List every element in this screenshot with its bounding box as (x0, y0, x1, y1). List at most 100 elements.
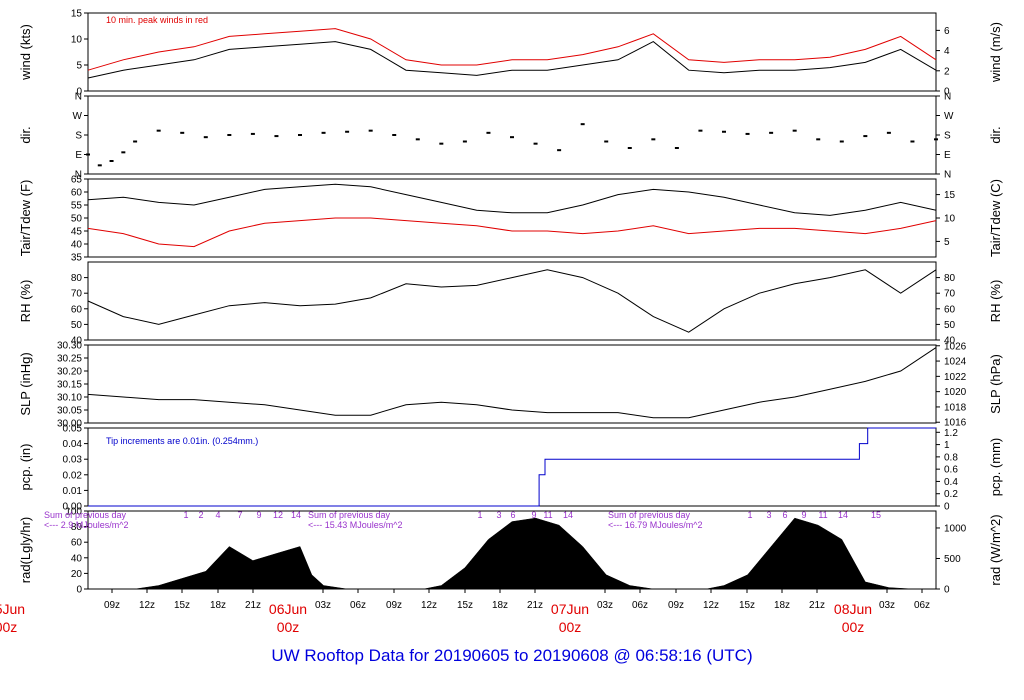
dir-point (839, 140, 844, 143)
wind-ylabel: wind (kts) (18, 24, 33, 81)
dir-ylabel-right: dir. (988, 126, 1003, 143)
dir-point (321, 131, 326, 134)
slp-ylabel-right: SLP (hPa) (988, 354, 1003, 414)
wind-left-tick-label: 10 (71, 35, 83, 46)
rh-right-tick-label: 70 (944, 289, 956, 300)
rh-left-tick-label: 40 (71, 336, 83, 347)
dir-left-tick-label: S (75, 131, 82, 142)
dir-point (910, 140, 915, 143)
wind-left-tick-label: 15 (71, 9, 83, 20)
rad-left-tick-label: 0 (76, 585, 82, 596)
time-tick-label: 12z (703, 600, 719, 611)
rad-hour-mark: 14 (291, 510, 301, 520)
dir-point (557, 149, 562, 152)
rad-ylabel-right: rad (W/m^2) (988, 514, 1003, 585)
wind-left-tick-label: 5 (76, 61, 82, 72)
dir-point (415, 138, 420, 141)
dir-point (345, 130, 350, 133)
day-hour-label: 00z (277, 619, 300, 635)
slp-left-tick-label: 30.25 (57, 354, 82, 365)
rad-hour-mark: 6 (510, 510, 515, 520)
slp-series-0 (87, 347, 937, 419)
dir-point (227, 134, 232, 136)
temp-left-tick-label: 40 (71, 240, 83, 251)
dir-left-tick-label: N (75, 170, 82, 181)
dir-point (109, 160, 114, 162)
time-tick-label: 15z (457, 600, 473, 611)
dir-point (627, 147, 632, 149)
day-hour-label: 00z (842, 619, 865, 635)
day-label: 08Jun (834, 601, 872, 617)
time-tick-label: 21z (527, 600, 543, 611)
rad-left-tick-label: 100 (65, 507, 82, 518)
rad-left-tick-label: 80 (71, 522, 83, 533)
temp-right-tick-label: 15 (944, 190, 956, 201)
temp-ylabel-right: Tair/Tdew (C) (988, 179, 1003, 257)
time-tick-label: 03z (879, 600, 895, 611)
day-label: 06Jun (269, 601, 307, 617)
wind-left-tick-label: 0 (76, 87, 82, 98)
slp-right-tick-label: 1026 (944, 341, 967, 352)
pcp-right-tick-label: 0.8 (944, 452, 958, 463)
wind-right-tick-label: 6 (944, 26, 950, 37)
slp-left-tick-label: 30.15 (57, 380, 82, 391)
dir-point (133, 140, 138, 143)
time-tick-label: 09z (668, 600, 684, 611)
rad-area (88, 517, 936, 590)
dir-point (863, 135, 868, 138)
time-tick-label: 03z (315, 600, 331, 611)
rad-left-tick-label: 60 (71, 538, 83, 549)
pcp-left-tick-label: 0.02 (63, 470, 83, 481)
day-label: 05Jun (0, 601, 25, 617)
slp-left-tick-label: 30.00 (57, 419, 82, 430)
dir-point (816, 138, 821, 141)
rh-left-tick-label: 60 (71, 304, 83, 315)
dir-right-tick-label: W (944, 111, 954, 122)
rad-hour-mark: 3 (766, 510, 771, 520)
rad-hour-mark: 6 (782, 510, 787, 520)
dir-point (580, 123, 585, 126)
dir-point (745, 132, 750, 135)
dir-right-tick-label: S (944, 131, 951, 142)
dir-point (792, 129, 797, 132)
temp-series-1 (87, 217, 937, 248)
wind-right-tick-label: 2 (944, 66, 950, 77)
dir-point (533, 142, 538, 145)
temp-right-tick-label: 5 (944, 237, 950, 248)
temp-series-0 (87, 183, 937, 216)
rad-ylabel: rad(Lgly/hr) (18, 517, 33, 583)
dir-point (934, 138, 938, 141)
rad-left-tick-label: 40 (71, 553, 83, 564)
temp-left-tick-label: 55 (71, 201, 83, 212)
footer-title-holder: UW Rooftop Data for 20190605 to 20190608… (0, 646, 1024, 666)
time-tick-label: 12z (139, 600, 155, 611)
dir-point (722, 130, 726, 133)
pcp-right-tick-label: 0.4 (944, 477, 958, 488)
temp-left-tick-label: 50 (71, 214, 83, 225)
time-tick-label: 12z (421, 600, 437, 611)
dir-point (651, 138, 656, 141)
slp-right-tick-label: 1018 (944, 402, 967, 413)
dir-point (298, 134, 302, 136)
dir-point (769, 131, 774, 134)
pcp-left-tick-label: 0.00 (63, 502, 83, 513)
rh-left-tick-label: 50 (71, 320, 83, 331)
rad-hour-mark: 1 (477, 510, 482, 520)
slp-left-tick-label: 30.10 (57, 393, 82, 404)
slp-right-tick-label: 1016 (944, 418, 967, 429)
rh-ylabel: RH (%) (18, 280, 33, 323)
rh-right-tick-label: 60 (944, 304, 956, 315)
pcp-left-tick-label: 0.04 (63, 439, 83, 450)
rh-frame (87, 261, 937, 341)
rh-ylabel-right: RH (%) (988, 280, 1003, 323)
pcp-right-tick-label: 0.6 (944, 465, 958, 476)
pcp-left-tick-label: 0.05 (63, 424, 83, 435)
rad-sum-line1: Sum of previous day (44, 510, 127, 520)
slp-left-tick-label: 30.05 (57, 406, 82, 417)
rad-hour-mark: 15 (871, 510, 881, 520)
slp-left-tick-label: 30.20 (57, 367, 82, 378)
dir-left-tick-label: E (75, 150, 82, 161)
wind-ylabel-right: wind (m/s) (988, 22, 1003, 83)
day-hour-label: 00z (559, 619, 582, 635)
temp-left-tick-label: 45 (71, 227, 83, 238)
